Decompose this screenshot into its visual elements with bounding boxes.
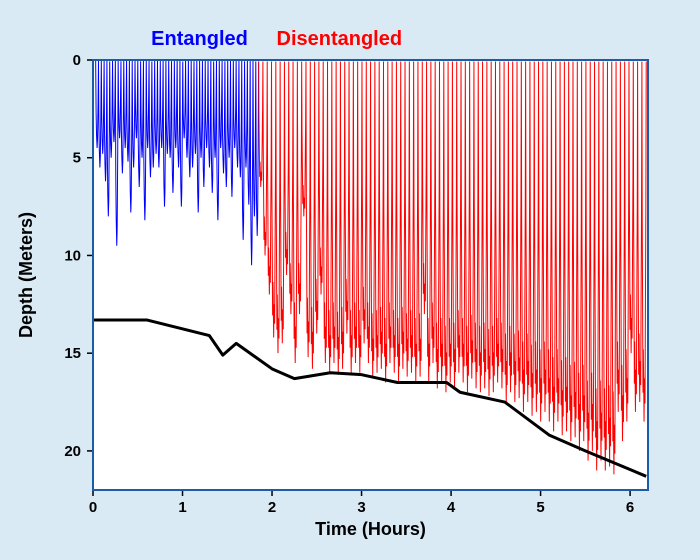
y-tick-label: 10 <box>64 247 81 264</box>
x-tick-label: 0 <box>89 499 97 516</box>
x-tick-label: 3 <box>357 499 365 516</box>
legend-entangled: Entangled <box>151 28 248 50</box>
x-tick-label: 6 <box>626 499 634 516</box>
y-tick-label: 15 <box>64 345 81 362</box>
y-tick-label: 20 <box>64 443 81 460</box>
x-tick-label: 4 <box>447 499 456 516</box>
y-axis-label: Depth (Meters) <box>16 212 36 338</box>
x-tick-label: 1 <box>178 499 186 516</box>
x-tick-label: 5 <box>536 499 544 516</box>
x-tick-label: 2 <box>268 499 276 516</box>
x-axis-label: Time (Hours) <box>315 519 426 539</box>
chart-svg: 0 1 2 3 4 5 6 0 5 10 15 20 Time (Hours) Depth (Meters… <box>0 0 700 560</box>
y-tick-label: 5 <box>73 150 81 167</box>
legend-disentangled: Disentangled <box>277 28 403 50</box>
depth-chart: 0 1 2 3 4 5 6 0 5 10 15 20 Time (Hours) Depth (Meters… <box>0 0 700 560</box>
y-tick-label: 0 <box>73 52 81 69</box>
